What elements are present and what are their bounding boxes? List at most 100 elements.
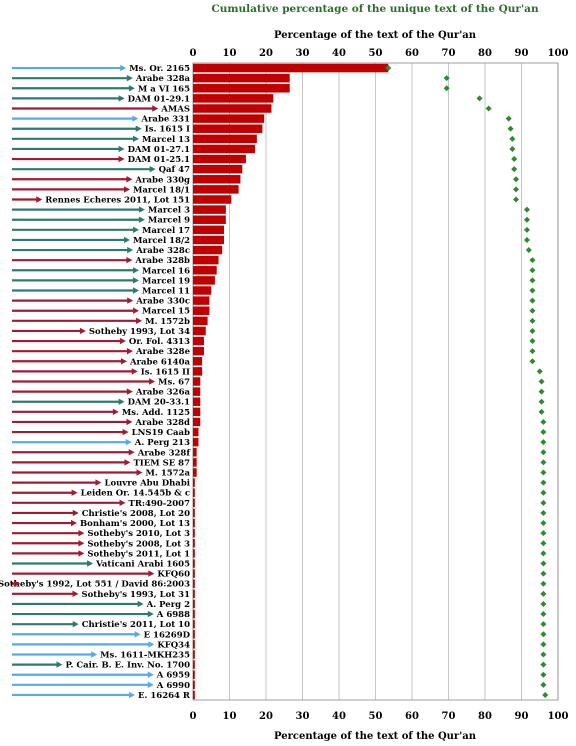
arrow-head-23 (127, 297, 134, 304)
category-label-2: M a VI 165 (138, 84, 190, 94)
category-label-20: Marcel 16 (142, 266, 190, 276)
arrow-head-58 (91, 651, 98, 658)
category-label-52: Sotheby's 1993, Lot 31 (82, 590, 191, 600)
bar-14 (193, 205, 226, 214)
x-tick-bottom-80: 80 (478, 711, 492, 722)
point-33 (538, 398, 545, 405)
bar-57 (193, 640, 195, 649)
point-8 (509, 145, 516, 152)
category-label-44: Christie's 2008, Lot 20 (82, 509, 190, 519)
arrow-head-26 (79, 327, 86, 335)
category-label-17: Marcel 18/2 (133, 236, 190, 246)
point-13 (513, 196, 520, 203)
x-tick-top-100: 100 (548, 48, 569, 59)
x-tick-bottom-100: 100 (548, 711, 569, 722)
point-9 (511, 156, 518, 163)
arrow-head-41 (95, 479, 102, 486)
bar-20 (193, 266, 217, 275)
arrow-head-40 (136, 469, 143, 476)
arrow-head-42 (71, 489, 78, 496)
category-label-60: A 6959 (156, 671, 190, 681)
bar-52 (193, 589, 195, 599)
category-label-8: DAM 01-27.1 (128, 145, 190, 155)
arrow-head-50 (148, 570, 155, 577)
bar-53 (193, 599, 195, 609)
arrow-head-21 (133, 277, 139, 284)
bar-47 (193, 539, 195, 548)
category-label-47: Sotheby's 2008, Lot 3 (87, 539, 190, 549)
point-22 (529, 287, 536, 294)
point-56 (540, 631, 547, 638)
point-29 (529, 358, 536, 365)
arrow-head-20 (133, 267, 139, 274)
category-label-35: Arabe 328d (134, 418, 190, 428)
bar-26 (193, 326, 206, 336)
x-tick-top-10: 10 (223, 48, 237, 59)
bar-46 (193, 528, 195, 538)
bar-12 (193, 185, 239, 194)
point-40 (540, 469, 547, 476)
category-label-5: Arabe 331 (140, 115, 190, 125)
point-3 (476, 95, 483, 102)
x-tick-bottom-10: 10 (223, 711, 237, 722)
arrow-head-31 (149, 378, 156, 385)
x-tick-bottom-60: 60 (405, 711, 419, 722)
arrow-head-54 (147, 610, 154, 618)
bar-50 (193, 569, 195, 578)
x-axis-label-bottom: Percentage of the text of the Qur'an (274, 731, 477, 742)
arrow-head-38 (128, 449, 135, 456)
category-label-58: Ms. 1611-MKH235 (100, 651, 190, 661)
arrow-head-24 (133, 307, 139, 314)
arrow-head-45 (71, 519, 77, 527)
bar-0 (193, 63, 389, 73)
arrow-head-19 (126, 256, 133, 264)
point-5 (505, 115, 512, 122)
bar-60 (193, 670, 195, 679)
arrow-head-10 (149, 165, 156, 173)
category-label-1: Arabe 328a (135, 74, 191, 84)
arrow-head-52 (72, 590, 79, 598)
arrow-head-27 (119, 337, 126, 345)
bar-35 (193, 417, 201, 427)
category-label-0: Ms. Or. 2165 (129, 64, 190, 74)
x-tick-bottom-30: 30 (296, 711, 310, 722)
point-10 (511, 166, 518, 173)
category-label-42: Leiden Or. 14.545b & c (81, 489, 190, 499)
category-label-7: Marcel 13 (142, 135, 190, 145)
point-53 (540, 600, 547, 607)
bar-30 (193, 367, 203, 376)
arrow-head-35 (126, 418, 133, 426)
point-28 (529, 348, 536, 355)
bar-7 (193, 134, 257, 144)
category-label-45: Bonham's 2000, Lot 13 (80, 519, 190, 529)
arrow-head-0 (120, 64, 127, 72)
point-24 (529, 307, 536, 314)
category-label-57: KFQ34 (157, 640, 190, 650)
point-55 (540, 621, 547, 628)
arrow-head-22 (133, 287, 139, 294)
x-tick-top-40: 40 (332, 48, 346, 59)
x-tick-top-80: 80 (478, 48, 492, 59)
category-label-43: TR:490-2007 (129, 499, 191, 509)
category-label-32: Arabe 326a (135, 388, 191, 398)
bar-22 (193, 286, 212, 295)
arrow-head-17 (123, 236, 130, 244)
arrow-head-59 (56, 661, 63, 668)
category-label-48: Sotheby's 2011, Lot 1 (87, 549, 190, 559)
point-30 (536, 368, 543, 375)
point-23 (529, 297, 536, 304)
bar-10 (193, 164, 243, 174)
point-45 (540, 520, 547, 527)
arrow-head-12 (123, 186, 130, 193)
arrow-head-39 (124, 459, 131, 466)
bar-62 (193, 690, 195, 700)
bar-21 (193, 276, 215, 285)
category-label-10: Qaf 47 (159, 165, 190, 175)
bar-9 (193, 154, 246, 164)
arrow-head-33 (118, 398, 125, 405)
bar-40 (193, 468, 197, 477)
category-label-49: Vaticani Arabi 1605 (95, 560, 190, 570)
bar-34 (193, 407, 201, 417)
arrow-head-36 (122, 428, 129, 436)
category-label-15: Marcel 9 (148, 216, 190, 226)
